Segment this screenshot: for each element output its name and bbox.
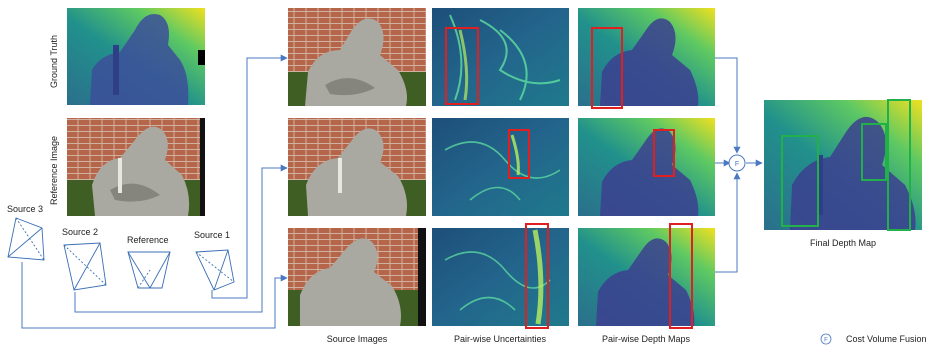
highlight-box-green [887, 99, 911, 231]
camera-reference [127, 251, 171, 289]
source-image-2 [288, 118, 426, 216]
highlight-box-red [653, 129, 675, 177]
highlight-box-red [591, 27, 623, 109]
depth-map-2 [578, 118, 715, 216]
caption-depth-maps: Pair-wise Depth Maps [602, 334, 691, 344]
uncertainty-map-2 [432, 118, 569, 216]
fusion-symbol: F [735, 161, 739, 168]
camera-label-source1: Source 1 [194, 230, 230, 240]
camera-label-reference: Reference [127, 235, 169, 245]
highlight-box-green [781, 135, 819, 227]
camera-label-source3: Source 3 [7, 204, 43, 214]
uncertainty-map-3 [432, 223, 569, 329]
camera-to-source-arrows [21, 54, 288, 329]
source-image-3 [288, 228, 426, 326]
final-depth-map [764, 99, 922, 231]
camera-source2 [63, 242, 107, 291]
source-image-1 [288, 8, 426, 106]
legend-fusion-symbol: F [824, 338, 828, 344]
highlight-box-red [525, 223, 549, 329]
legend-fusion-label: Cost Volume Fusion [846, 334, 927, 344]
row-label-ground-truth: Ground Truth [49, 35, 59, 88]
row-label-reference-image: Reference Image [49, 136, 59, 205]
highlight-box-green [861, 123, 887, 181]
ground-truth-depth-image [67, 8, 205, 105]
camera-source3 [7, 217, 45, 261]
caption-uncertainties: Pair-wise Uncertainties [454, 334, 547, 344]
caption-final-depth: Final Depth Map [810, 238, 876, 248]
highlight-box-red [508, 129, 530, 179]
uncertainty-map-1 [432, 8, 569, 106]
depth-map-3 [578, 223, 715, 329]
camera-source1 [195, 249, 235, 291]
highlight-box-red [445, 27, 479, 105]
fusion-arrows [715, 57, 763, 273]
highlight-box-red [669, 223, 693, 329]
caption-source-images: Source Images [327, 334, 388, 344]
camera-label-source2: Source 2 [62, 227, 98, 237]
reference-image-photo [67, 118, 205, 216]
fusion-legend: F Cost Volume Fusion [820, 333, 927, 345]
fusion-node: F [728, 154, 746, 172]
depth-map-1 [578, 8, 715, 109]
